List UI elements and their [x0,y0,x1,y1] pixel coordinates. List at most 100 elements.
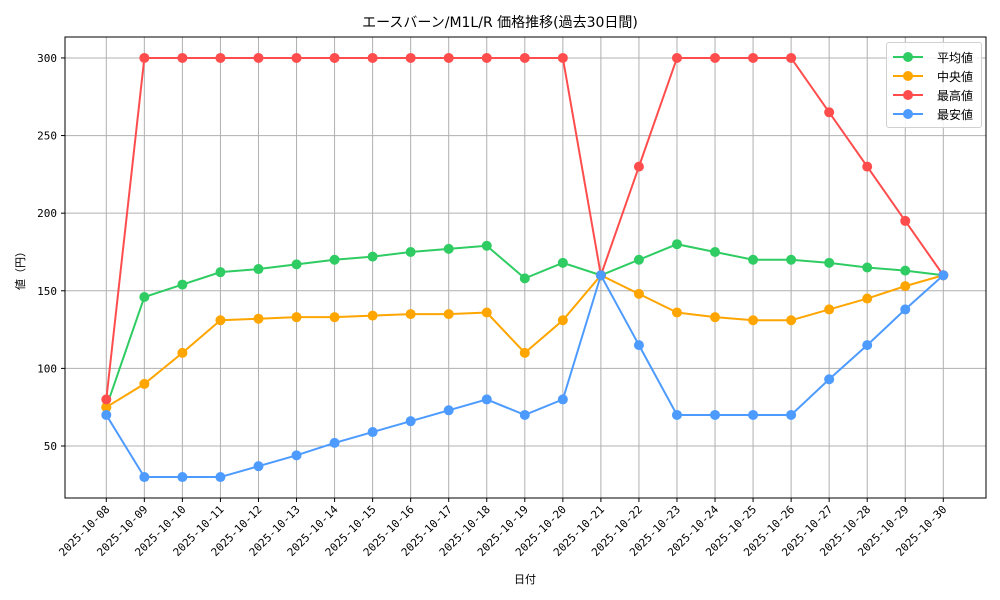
data-point [824,304,835,315]
data-point [748,52,759,63]
data-point [101,394,112,405]
grid-lines [65,37,986,498]
data-point [824,257,835,268]
data-point [481,394,492,405]
plot-frame [64,36,987,499]
data-point [367,251,378,262]
data-point [481,240,492,251]
data-point [633,254,644,265]
data-point [671,52,682,63]
data-point [177,279,188,290]
data-point [405,416,416,427]
x-axis: 2025-10-082025-10-092025-10-102025-10-11… [56,498,949,559]
line-marker-icon [891,89,925,101]
data-point [633,288,644,299]
data-point [177,52,188,63]
series-最安値 [101,270,949,483]
data-point [710,312,721,323]
y-axis: 50 100 150 200 250 300 [37,52,65,453]
y-tick-label: 200 [37,207,57,220]
legend: 平均値 中央値 最高値 最安値 [886,42,982,128]
legend-label: 平均値 [937,50,974,65]
data-point [367,52,378,63]
data-point [519,273,530,284]
x-axis-label: 日付 [514,573,536,586]
data-point [786,409,797,420]
data-point [595,270,606,281]
data-point [291,450,302,461]
data-point [671,307,682,318]
chart-title: エースバーン/M1L/R 価格推移(過去30日間) [362,15,638,31]
data-point [215,52,226,63]
data-point [900,281,911,292]
data-point [824,107,835,118]
data-point [367,310,378,321]
data-point [139,472,150,483]
y-tick-label: 250 [37,130,57,143]
data-point [291,259,302,270]
data-point [405,309,416,320]
data-point [291,312,302,323]
data-point [443,405,454,416]
data-point [862,340,873,351]
data-point [329,312,340,323]
data-point [748,409,759,420]
data-point [329,52,340,63]
data-point [557,394,568,405]
data-point [215,472,226,483]
data-point [671,409,682,420]
data-point [824,374,835,385]
data-point [253,264,264,275]
data-point [557,52,568,63]
data-point [291,52,302,63]
data-point [253,313,264,324]
y-tick-label: 50 [44,440,57,453]
legend-label: 最高値 [937,88,974,103]
y-axis-label: 値（円） [14,246,27,290]
data-point [557,315,568,326]
data-point [519,52,530,63]
data-point [900,265,911,276]
data-point [443,52,454,63]
data-point [253,461,264,472]
data-point [101,402,112,413]
series-lines [101,52,949,483]
legend-item-average: 平均値 [891,47,981,67]
data-point [329,437,340,448]
data-point [786,52,797,63]
data-point [710,52,721,63]
data-point [367,427,378,438]
data-point [710,246,721,257]
data-point [862,262,873,273]
legend-item-max: 最高値 [891,85,981,105]
data-point [139,378,150,389]
line-marker-icon [891,70,925,82]
data-point [177,347,188,358]
data-point [443,243,454,254]
data-point [215,315,226,326]
data-point [557,257,568,268]
data-point [900,304,911,315]
data-point [253,52,264,63]
data-point [862,293,873,304]
data-point [786,254,797,265]
data-point [748,254,759,265]
series-中央値 [101,270,949,413]
data-point [748,315,759,326]
data-point [139,291,150,302]
data-point [481,52,492,63]
data-point [405,246,416,257]
data-point [443,309,454,320]
data-point [671,239,682,250]
data-point [862,161,873,172]
data-point [900,215,911,226]
data-point [139,52,150,63]
legend-item-min: 最安値 [891,104,981,124]
series-平均値 [101,239,949,413]
data-point [177,472,188,483]
data-point [633,161,644,172]
legend-label: 最安値 [937,107,974,122]
legend-label: 中央値 [937,69,974,84]
data-point [101,409,112,420]
